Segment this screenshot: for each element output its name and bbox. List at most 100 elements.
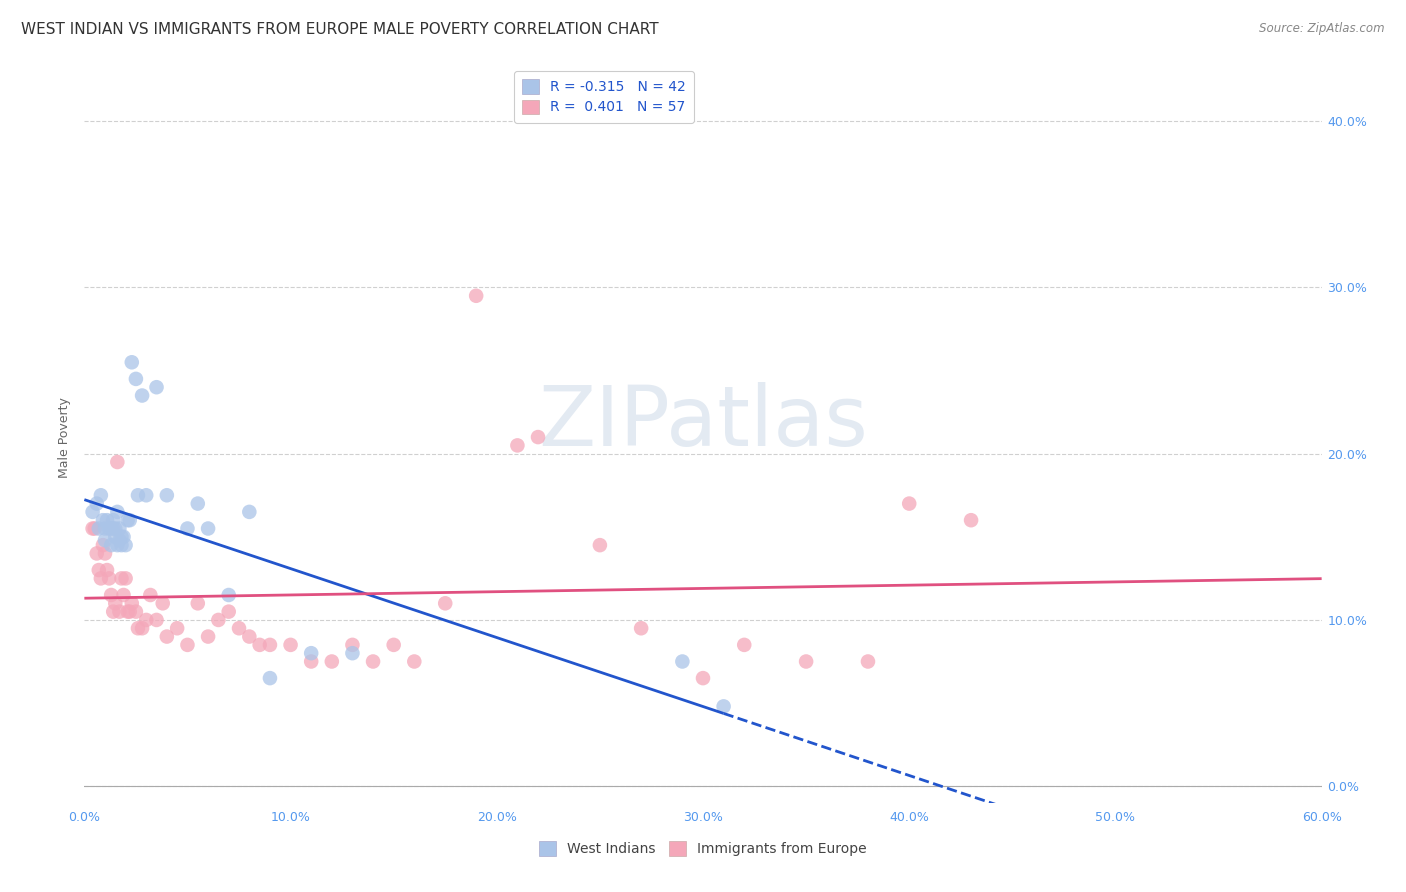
Point <box>506 438 529 452</box>
Point <box>197 521 219 535</box>
Point <box>114 571 136 585</box>
Point <box>108 521 131 535</box>
Point <box>382 638 405 652</box>
Point <box>145 380 167 394</box>
Point <box>105 505 128 519</box>
Point <box>83 521 105 535</box>
Point <box>110 530 132 544</box>
Point <box>104 521 127 535</box>
Point <box>96 563 118 577</box>
Point <box>794 655 817 669</box>
Point <box>145 613 167 627</box>
Point <box>342 646 364 660</box>
Point <box>121 596 143 610</box>
Point <box>104 530 127 544</box>
Point <box>197 630 219 644</box>
Point <box>342 638 364 652</box>
Point <box>125 372 148 386</box>
Point <box>166 621 188 635</box>
Point <box>156 630 179 644</box>
Point <box>131 388 153 402</box>
Point <box>152 596 174 610</box>
Point <box>110 538 132 552</box>
Point <box>299 646 322 660</box>
Point <box>104 596 127 610</box>
Point <box>671 655 693 669</box>
Point <box>108 605 131 619</box>
Point <box>259 671 281 685</box>
Y-axis label: Male Poverty: Male Poverty <box>58 397 72 477</box>
Point <box>898 497 921 511</box>
Point <box>156 488 179 502</box>
Point <box>218 588 240 602</box>
Point <box>118 513 141 527</box>
Point <box>105 455 128 469</box>
Point <box>112 588 135 602</box>
Point <box>218 605 240 619</box>
Point <box>299 655 322 669</box>
Point <box>404 655 426 669</box>
Point <box>187 596 209 610</box>
Point <box>94 546 117 560</box>
Point <box>121 355 143 369</box>
Point <box>90 488 112 502</box>
Point <box>105 538 128 552</box>
Point <box>114 538 136 552</box>
Point <box>112 530 135 544</box>
Point <box>103 521 125 535</box>
Point <box>856 655 879 669</box>
Point <box>100 588 122 602</box>
Point <box>98 521 121 535</box>
Point <box>100 538 122 552</box>
Point <box>91 538 114 552</box>
Point <box>176 521 198 535</box>
Point <box>82 521 104 535</box>
Point <box>108 533 131 548</box>
Point <box>117 513 139 527</box>
Point <box>176 638 198 652</box>
Point <box>103 605 125 619</box>
Point <box>249 638 271 652</box>
Point <box>361 655 384 669</box>
Point <box>434 596 457 610</box>
Text: Source: ZipAtlas.com: Source: ZipAtlas.com <box>1260 22 1385 36</box>
Point <box>321 655 343 669</box>
Point <box>90 571 112 585</box>
Point <box>692 671 714 685</box>
Point <box>86 546 108 560</box>
Point <box>259 638 281 652</box>
Point <box>187 497 209 511</box>
Point <box>94 521 117 535</box>
Point <box>713 699 735 714</box>
Point <box>960 513 983 527</box>
Point <box>207 613 229 627</box>
Point <box>280 638 302 652</box>
Point <box>117 605 139 619</box>
Point <box>135 613 157 627</box>
Point <box>131 621 153 635</box>
Point <box>125 605 148 619</box>
Point <box>733 638 755 652</box>
Point <box>139 588 162 602</box>
Text: ZIPatlas: ZIPatlas <box>538 382 868 463</box>
Point <box>465 289 488 303</box>
Point <box>87 521 110 535</box>
Point <box>127 488 149 502</box>
Legend: West Indians, Immigrants from Europe: West Indians, Immigrants from Europe <box>534 836 872 862</box>
Point <box>630 621 652 635</box>
Point <box>228 621 250 635</box>
Point <box>135 488 157 502</box>
Point <box>238 630 260 644</box>
Point <box>589 538 612 552</box>
Point <box>127 621 149 635</box>
Point <box>527 430 550 444</box>
Text: WEST INDIAN VS IMMIGRANTS FROM EUROPE MALE POVERTY CORRELATION CHART: WEST INDIAN VS IMMIGRANTS FROM EUROPE MA… <box>21 22 659 37</box>
Point <box>94 533 117 548</box>
Point <box>98 571 121 585</box>
Point <box>87 563 110 577</box>
Point <box>110 571 132 585</box>
Point <box>96 513 118 527</box>
Point <box>91 513 114 527</box>
Point <box>82 505 104 519</box>
Point <box>100 521 122 535</box>
